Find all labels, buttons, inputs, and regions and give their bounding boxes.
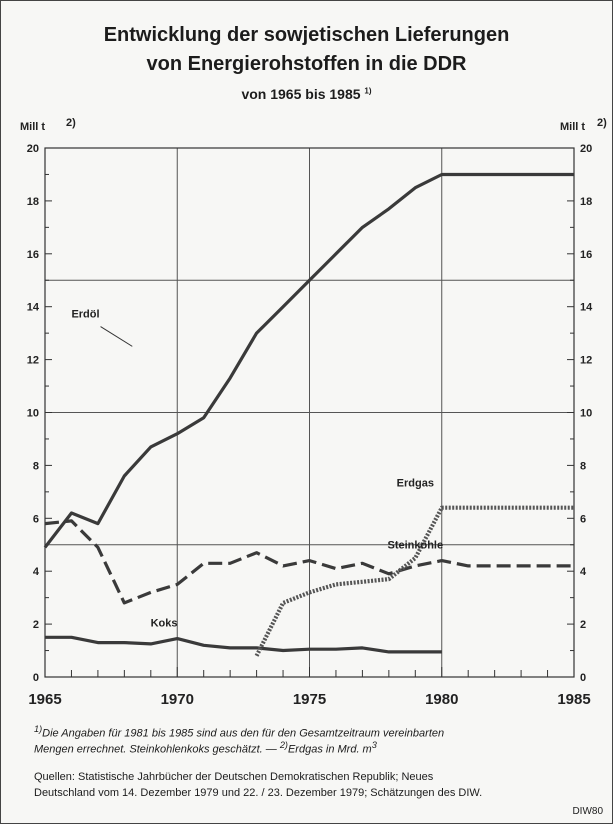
sources-line2: Deutschland vom 14. Dezember 1979 und 22…: [34, 787, 482, 799]
footnote-mark-2: 2): [280, 740, 288, 750]
y-tick-label-left: 14: [27, 302, 40, 314]
y-tick-label-right: 20: [580, 143, 592, 155]
y-tick-label-right: 8: [580, 460, 586, 472]
y-tick-label-left: 6: [33, 513, 39, 525]
y-tick-label-right: 4: [580, 566, 587, 578]
sources-line1: Quellen: Statistische Jahrbücher der Deu…: [34, 771, 433, 783]
y-tick-label-left: 10: [27, 408, 39, 420]
diw-badge: DIW80: [572, 806, 603, 817]
x-tick-label: 1980: [425, 691, 458, 708]
y-tick-label-left: 18: [27, 196, 39, 208]
y-tick-label-left: 0: [33, 672, 39, 684]
y-tick-label-right: 16: [580, 249, 592, 261]
footnote-text-2: Mengen errechnet. Steinkohlenkoks geschä…: [34, 744, 277, 756]
x-tick-label: 1985: [557, 691, 590, 708]
y-unit-left: Mill t: [20, 121, 45, 133]
y-unit-left-note: 2): [66, 117, 76, 129]
footnote-line2: Mengen errechnet. Steinkohlenkoks geschä…: [34, 740, 377, 756]
y-tick-label-left: 16: [27, 249, 39, 261]
y-tick-label-left: 4: [33, 566, 40, 578]
y-tick-label-left: 12: [27, 355, 39, 367]
series-label-1: Steinkohle: [387, 540, 443, 552]
y-tick-label-right: 6: [580, 513, 586, 525]
series-label-leader: [101, 327, 133, 347]
x-tick-label: 1975: [293, 691, 326, 708]
y-tick-label-right: 10: [580, 408, 592, 420]
y-tick-label-left: 2: [33, 619, 39, 631]
y-tick-label-right: 0: [580, 672, 586, 684]
y-tick-label-right: 14: [580, 302, 593, 314]
series-label-0: Erdöl: [71, 308, 99, 320]
y-unit-right-note: 2): [597, 117, 607, 129]
y-tick-label-left: 8: [33, 460, 39, 472]
x-tick-label: 1965: [28, 691, 61, 708]
series-line-2: [45, 637, 442, 652]
series-line-3: [257, 508, 574, 656]
y-unit-right: Mill t: [560, 121, 585, 133]
y-tick-label-right: 2: [580, 619, 586, 631]
footnote-sup-3: 3: [372, 740, 377, 750]
label-layer: Erdöl Steinkohle Koks Erdgas: [71, 308, 443, 629]
y-tick-label-left: 20: [27, 143, 39, 155]
x-tick-label: 1970: [161, 691, 194, 708]
footnote-line1: 1)Die Angaben für 1981 bis 1985 sind aus…: [34, 724, 444, 740]
series-label-3: Erdgas: [397, 478, 434, 490]
series-label-2: Koks: [151, 618, 178, 630]
footnote-text-1: Die Angaben für 1981 bis 1985 sind aus d…: [42, 728, 444, 740]
y-tick-label-right: 12: [580, 355, 592, 367]
y-tick-label-right: 18: [580, 196, 592, 208]
footnote-text-2-end: Erdgas in Mrd. m: [288, 744, 372, 756]
footnote-mark-1: 1): [34, 724, 42, 734]
grid: [45, 148, 574, 677]
